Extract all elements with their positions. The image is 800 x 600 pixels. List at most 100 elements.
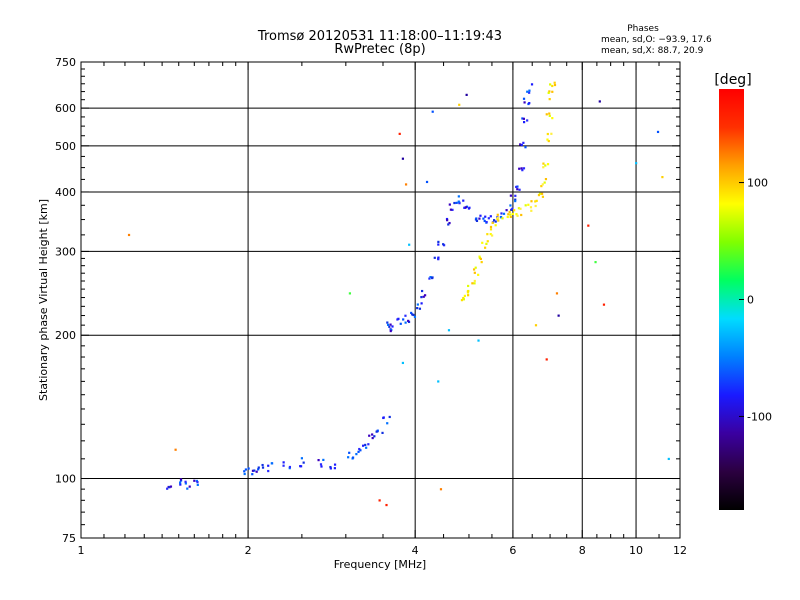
data-point (389, 323, 392, 326)
data-point (367, 443, 370, 446)
data-point (437, 243, 440, 246)
y-tick-label: 200 (55, 329, 76, 342)
data-point (257, 466, 260, 469)
data-point (386, 422, 389, 425)
data-point (358, 447, 361, 451)
data-point (261, 463, 264, 467)
data-point (475, 219, 479, 223)
data-point (193, 479, 196, 482)
x-tick-label: 6 (509, 544, 516, 557)
data-point (534, 204, 537, 208)
data-point (598, 100, 601, 103)
data-point (413, 315, 417, 318)
data-point (465, 93, 468, 96)
data-point (484, 246, 487, 249)
data-point (184, 482, 187, 485)
data-point (545, 358, 548, 361)
data-point (661, 175, 664, 179)
data-point (412, 313, 415, 317)
data-point (462, 199, 465, 202)
data-point (524, 204, 527, 207)
data-point (480, 261, 483, 264)
data-point (376, 429, 379, 432)
data-point (489, 228, 493, 231)
data-point (491, 221, 494, 224)
colorbar-tick-label: 0 (747, 294, 754, 307)
y-tick-label: 100 (55, 473, 76, 486)
data-point (359, 449, 362, 452)
data-point (502, 212, 506, 215)
data-point (482, 217, 485, 220)
x-axis-label: Frequency [MHz] (334, 558, 426, 571)
data-point (477, 273, 480, 276)
data-point (546, 163, 550, 166)
data-point (408, 243, 411, 246)
data-point (418, 307, 422, 310)
data-point (500, 212, 503, 215)
data-point (477, 339, 480, 342)
x-tick-label: 2 (245, 544, 252, 557)
data-point (317, 458, 320, 462)
data-point (489, 233, 492, 236)
data-point (351, 456, 355, 459)
data-point (462, 298, 466, 301)
y-tick-label: 500 (55, 140, 76, 153)
data-point (397, 317, 400, 320)
data-point (378, 499, 381, 502)
data-point (300, 457, 304, 460)
data-point (497, 219, 500, 222)
data-point (485, 242, 488, 245)
x-tick-label: 8 (579, 544, 586, 557)
data-point (474, 266, 477, 269)
colorbar-ticks: 100 0 -100 (739, 177, 772, 423)
data-point (551, 84, 554, 88)
data-point (416, 307, 419, 310)
data-point (522, 121, 526, 124)
data-point (551, 90, 554, 93)
data-point (267, 464, 270, 467)
data-point (251, 473, 254, 476)
data-point (362, 444, 365, 447)
axis-ticks (80, 61, 681, 538)
data-point (479, 214, 482, 217)
data-point (364, 443, 367, 447)
data-point (520, 143, 523, 147)
data-point (508, 210, 511, 214)
data-point (501, 217, 504, 220)
data-point (548, 98, 551, 101)
data-point (518, 167, 521, 170)
gridlines (81, 62, 680, 538)
data-point (411, 313, 414, 316)
data-points (127, 81, 670, 507)
data-point (520, 167, 523, 170)
data-point (466, 290, 469, 293)
data-point (492, 219, 496, 222)
data-point (518, 188, 521, 191)
data-point (401, 157, 405, 160)
data-point (453, 201, 456, 205)
data-point (481, 241, 484, 244)
data-point (437, 380, 440, 383)
data-point (478, 217, 481, 220)
data-point (184, 480, 187, 483)
data-point (348, 451, 351, 454)
data-point (491, 234, 494, 237)
data-point (391, 325, 394, 328)
data-point (267, 469, 270, 473)
data-point (169, 485, 173, 488)
data-point (195, 479, 198, 483)
data-point (546, 138, 549, 141)
data-point (179, 481, 182, 484)
data-point (517, 207, 520, 210)
data-point (247, 467, 250, 470)
data-point (357, 450, 360, 453)
data-point (288, 465, 292, 469)
y-tick-label: 75 (62, 532, 76, 545)
data-point (429, 276, 432, 279)
data-point (437, 258, 440, 261)
data-point (486, 233, 489, 236)
data-point (511, 212, 514, 216)
data-point (457, 200, 460, 203)
data-point (514, 199, 517, 203)
data-point (496, 213, 499, 216)
